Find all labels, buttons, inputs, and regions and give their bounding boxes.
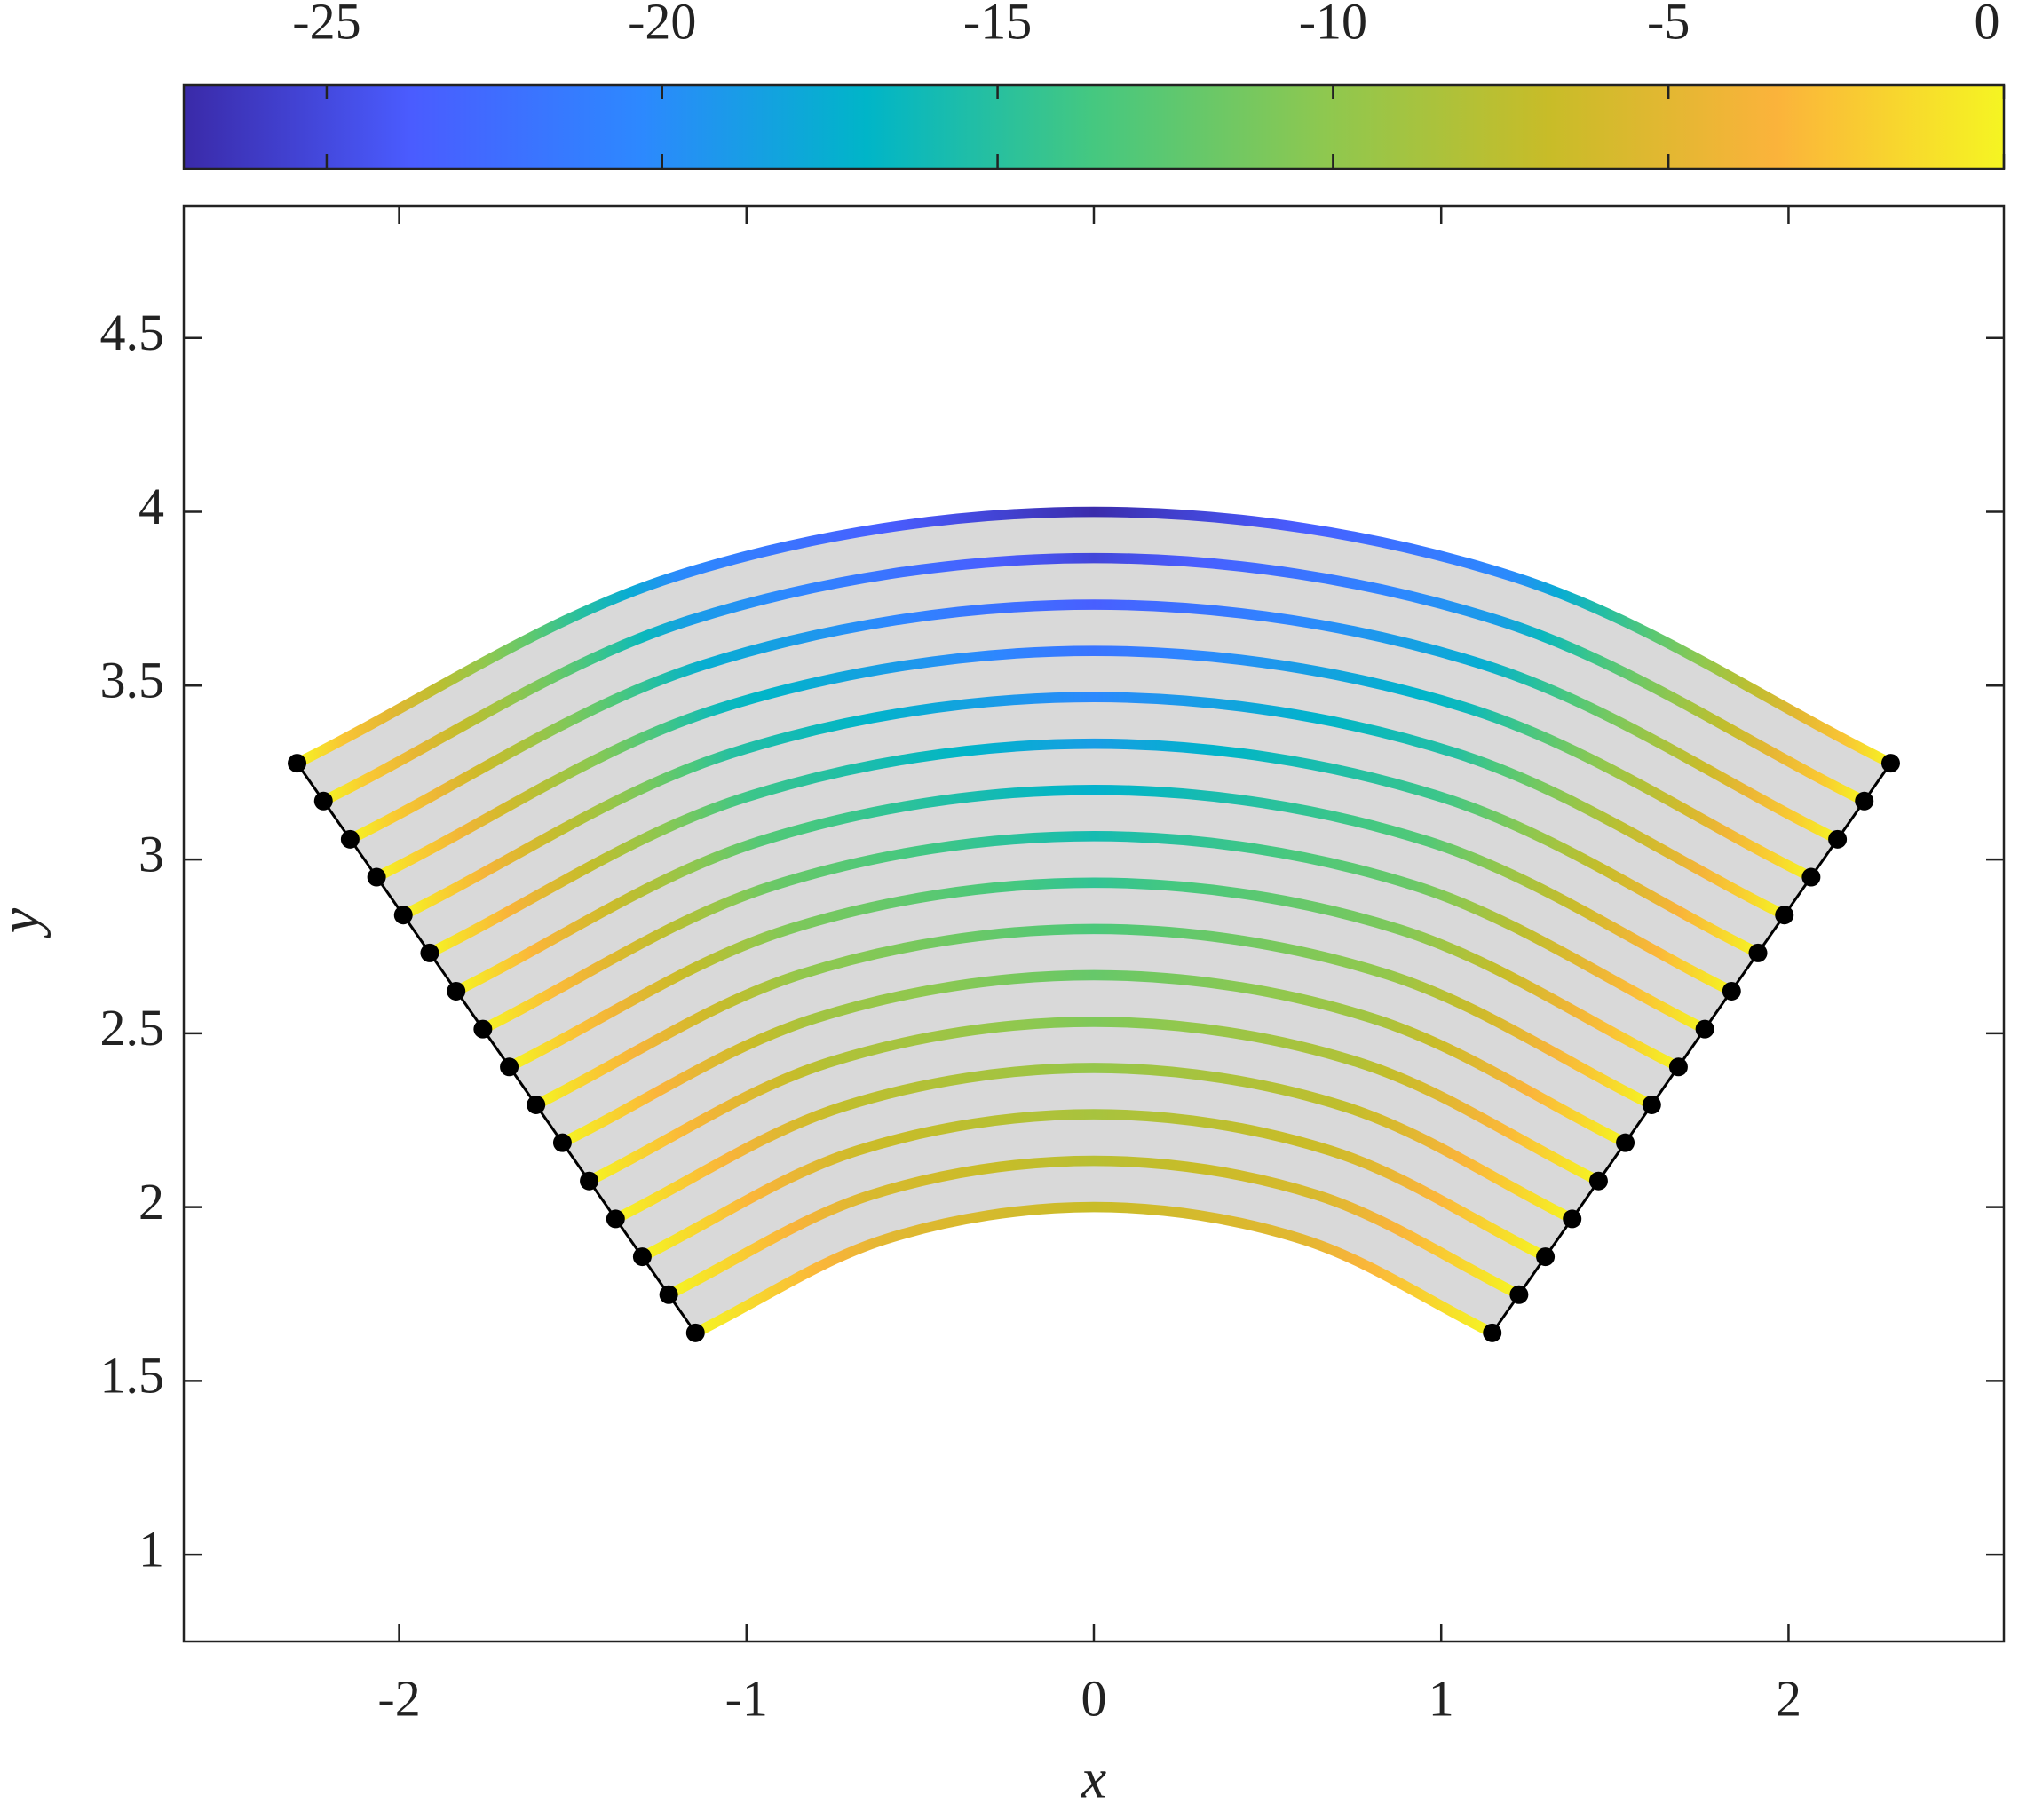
arc <box>427 738 1761 958</box>
end-marker <box>500 1057 519 1077</box>
arc <box>559 969 1628 1148</box>
end-marker <box>580 1171 599 1191</box>
arc <box>321 552 1867 806</box>
end-marker <box>1642 1095 1661 1114</box>
end-marker <box>685 1323 705 1342</box>
end-marker <box>1483 1323 1502 1342</box>
end-marker <box>1616 1133 1635 1152</box>
end-marker <box>393 906 413 925</box>
arc <box>507 877 1681 1072</box>
y-tick-label: 4.5 <box>100 304 165 361</box>
end-marker <box>1801 867 1821 887</box>
colorbar-tick-label: -15 <box>963 0 1032 50</box>
y-tick-label: 2 <box>139 1173 164 1230</box>
end-marker <box>367 867 386 887</box>
end-marker <box>1536 1247 1556 1267</box>
y-tick-label: 4 <box>139 478 164 535</box>
end-marker <box>447 981 466 1001</box>
y-tick-label: 3.5 <box>100 652 165 709</box>
arc <box>693 1201 1495 1338</box>
end-marker <box>1588 1171 1608 1191</box>
end-marker <box>1722 981 1741 1001</box>
arc <box>374 645 1814 882</box>
colorbar <box>182 83 2006 170</box>
end-marker <box>313 791 333 811</box>
end-marker <box>288 754 307 773</box>
colorbar-tick-label: -5 <box>1647 0 1690 50</box>
end-marker <box>1880 754 1900 773</box>
arc <box>347 599 1841 844</box>
edge-line <box>1491 762 1892 1334</box>
y-tick-label: 2.5 <box>100 999 165 1056</box>
arc <box>294 506 1894 768</box>
end-marker <box>1855 791 1874 811</box>
y-tick-label: 1 <box>139 1520 164 1578</box>
x-axis-label: x <box>1081 1747 1106 1810</box>
end-marker <box>632 1247 652 1267</box>
end-marker <box>473 1019 493 1039</box>
end-marker <box>606 1209 625 1229</box>
end-marker <box>1563 1209 1582 1229</box>
end-marker <box>1748 943 1768 962</box>
y-axis-label: y <box>0 907 51 938</box>
y-tick-label: 1.5 <box>100 1347 165 1405</box>
colorbar-tick-label: -20 <box>628 0 696 50</box>
end-marker <box>1828 829 1848 849</box>
edge-line <box>296 762 697 1334</box>
end-marker <box>659 1285 678 1304</box>
end-marker <box>1695 1019 1714 1039</box>
x-tick-label: 0 <box>1081 1669 1107 1727</box>
arc <box>639 1109 1548 1262</box>
end-marker <box>1775 906 1794 925</box>
colorbar-tick-label: -25 <box>292 0 360 50</box>
colorbar-tick-label: -10 <box>1299 0 1367 50</box>
x-tick-label: -2 <box>377 1669 420 1727</box>
x-tick-label: 2 <box>1776 1669 1801 1727</box>
end-marker <box>1509 1285 1529 1304</box>
arc <box>534 923 1654 1110</box>
y-tick-label: 3 <box>139 825 164 882</box>
arc <box>666 1155 1522 1300</box>
colorbar-tick-label: 0 <box>1975 0 2000 50</box>
arc <box>400 692 1787 920</box>
arc <box>480 831 1707 1034</box>
end-marker <box>340 829 360 849</box>
end-marker <box>527 1095 546 1114</box>
arc <box>454 784 1734 996</box>
end-marker <box>552 1133 572 1152</box>
x-tick-label: -1 <box>725 1669 768 1727</box>
arc <box>613 1063 1575 1224</box>
x-tick-label: 1 <box>1429 1669 1454 1727</box>
arc <box>586 1017 1602 1186</box>
end-marker <box>1668 1057 1688 1077</box>
end-marker <box>420 943 439 962</box>
